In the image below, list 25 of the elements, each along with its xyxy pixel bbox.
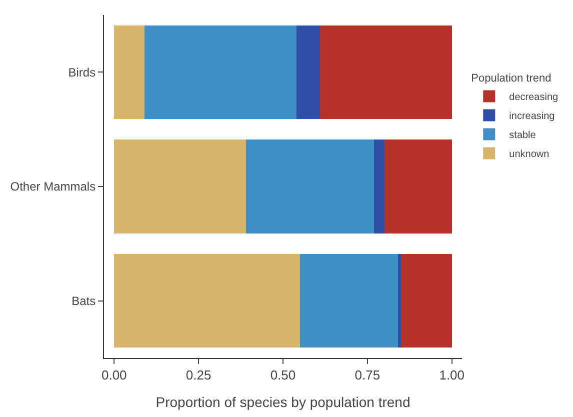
- bar: [246, 140, 374, 234]
- bar: [374, 140, 384, 234]
- legend-label: stable: [509, 130, 536, 142]
- bar: [144, 25, 297, 120]
- bar: [320, 25, 452, 120]
- x-axis-title: Proportion of species by population trend: [156, 394, 410, 410]
- bar: [114, 25, 145, 120]
- bar: [384, 140, 452, 234]
- bar: [300, 254, 398, 348]
- x-tick-label: 0.00: [101, 368, 127, 383]
- bar: [296, 25, 320, 120]
- y-tick-label: Bats: [72, 294, 96, 308]
- y-tick-label: Birds: [68, 65, 96, 80]
- x-tick-label: 1.00: [439, 368, 465, 383]
- legend-label: increasing: [509, 111, 555, 122]
- y-tick-label: Other Mammals: [10, 180, 96, 194]
- bar: [114, 140, 246, 234]
- legend-label: unknown: [509, 149, 550, 160]
- x-tick-label: 0.75: [354, 368, 380, 383]
- bar: [114, 254, 300, 348]
- legend-label: decreasing: [509, 92, 558, 104]
- x-tick-label: 0.25: [186, 368, 212, 383]
- legend-title: Population trend: [471, 72, 552, 85]
- x-tick-label: 0.50: [270, 368, 296, 383]
- bar: [401, 254, 452, 348]
